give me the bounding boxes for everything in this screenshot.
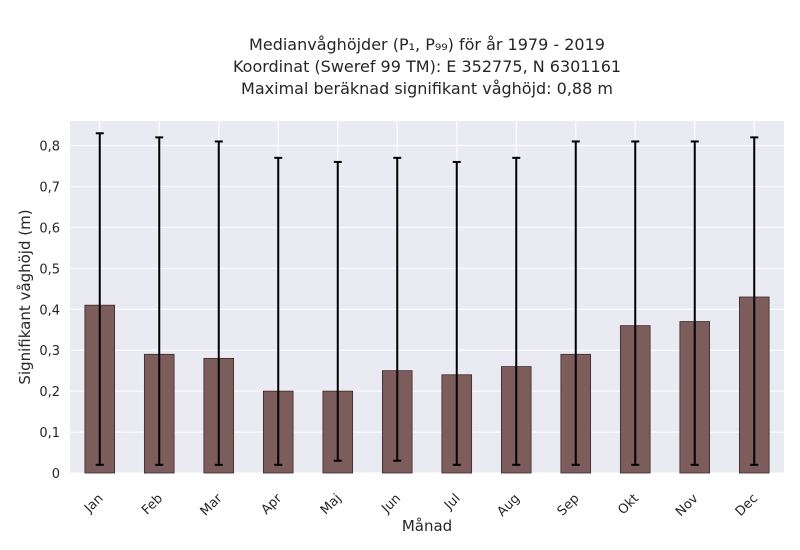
y-tick-label: 0,7 bbox=[39, 180, 60, 195]
x-tick-label: Jun bbox=[378, 491, 404, 517]
y-axis-label: Signifikant våghöjd (m) bbox=[16, 209, 34, 384]
y-tick-label: 0,4 bbox=[39, 303, 60, 318]
x-tick-label: Jan bbox=[81, 491, 106, 516]
y-tick-label: 0,6 bbox=[39, 221, 60, 236]
y-tick-label: 0,2 bbox=[39, 385, 60, 400]
y-tick-label: 0,1 bbox=[39, 426, 60, 441]
x-axis-label: Månad bbox=[402, 517, 452, 535]
x-tick-label: Mar bbox=[198, 491, 226, 519]
y-tick-label: 0,5 bbox=[39, 262, 60, 277]
x-tick-label: Okt bbox=[615, 491, 642, 518]
x-tick-label: Dec bbox=[733, 491, 761, 519]
y-tick-label: 0,3 bbox=[39, 344, 60, 359]
x-tick-labels: Jan Feb Mar Apr Maj Jun Jul Aug Sep Okt Nov Dec bbox=[81, 491, 761, 520]
x-tick-label: Sep bbox=[555, 491, 583, 519]
error-bar-apr bbox=[274, 156, 283, 466]
x-tick-label: Feb bbox=[139, 491, 166, 518]
error-bars bbox=[95, 132, 759, 466]
error-bar-jan bbox=[95, 132, 104, 466]
error-bar-mar bbox=[214, 140, 223, 466]
error-bar-feb bbox=[155, 136, 164, 466]
error-bar-maj bbox=[333, 160, 342, 462]
x-tick-label: Nov bbox=[673, 491, 702, 520]
plot-area bbox=[70, 121, 784, 473]
x-tick-label: Aug bbox=[495, 491, 524, 520]
y-tick-label: 0,8 bbox=[39, 140, 60, 155]
x-tick-label: Maj bbox=[318, 491, 345, 518]
title-line-2: Koordinat (Sweref 99 TM): E 352775, N 63… bbox=[232, 57, 622, 76]
title-line-1: Medianvåghöjder (P₁, P₉₉) för år 1979 - … bbox=[249, 35, 605, 54]
error-bar-dec bbox=[750, 136, 759, 466]
x-tick-label: Apr bbox=[259, 491, 286, 518]
error-bar-nov bbox=[690, 140, 699, 466]
error-bar-sep bbox=[571, 140, 580, 466]
title-line-3: Maximal beräknad signifikant våghöjd: 0,… bbox=[241, 79, 613, 98]
chart-title: Medianvåghöjder (P₁, P₉₉) för år 1979 - … bbox=[70, 34, 784, 100]
error-bar-okt bbox=[631, 140, 640, 466]
y-tick-label: 0 bbox=[52, 467, 60, 482]
error-bar-jul bbox=[452, 160, 461, 466]
y-tick-labels: 0 0,1 0,2 0,3 0,4 0,5 0,6 0,7 0,8 bbox=[39, 140, 60, 482]
error-bar-jun bbox=[393, 156, 402, 462]
error-bar-aug bbox=[512, 156, 521, 466]
x-tick-label: Jul bbox=[441, 491, 463, 513]
